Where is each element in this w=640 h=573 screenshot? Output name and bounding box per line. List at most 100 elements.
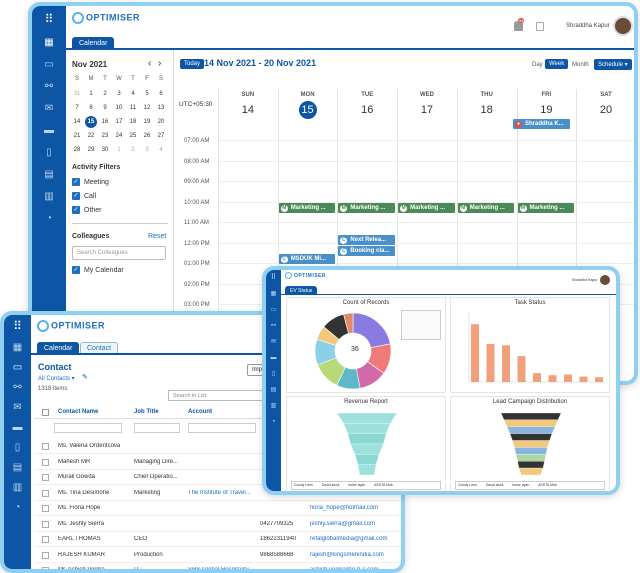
mini-calendar-day[interactable]: 14 bbox=[73, 119, 81, 125]
table-row[interactable]: EARL THOMAS CEO 18622311940 refalglobalmedi… bbox=[34, 532, 401, 547]
funnel-segment[interactable] bbox=[517, 461, 545, 469]
mini-calendar-day[interactable]: 4 bbox=[131, 91, 135, 97]
calendar-nav-icon[interactable]: ▦ bbox=[270, 291, 277, 297]
mail-icon[interactable]: ✉ bbox=[270, 339, 277, 345]
row-checkbox[interactable] bbox=[42, 551, 49, 559]
filter-meeting[interactable]: ✓ Meeting bbox=[72, 178, 109, 186]
calendar-nav-icon[interactable]: ▦ bbox=[12, 342, 23, 353]
mail-icon[interactable]: ✉ bbox=[44, 103, 54, 114]
row-checkbox[interactable] bbox=[42, 474, 49, 481]
funnel-segment[interactable] bbox=[350, 443, 384, 455]
contact-card-icon[interactable]: ▭ bbox=[44, 59, 54, 70]
user-name[interactable]: Shraddha Kapur bbox=[572, 278, 598, 282]
cell-email[interactable]: jeshly.sierra@gmail.com bbox=[310, 520, 375, 527]
schedule-button[interactable]: Schedule ▾ bbox=[594, 59, 632, 70]
reset-link[interactable]: Reset bbox=[148, 233, 167, 240]
clipboard-icon[interactable]: ▤ bbox=[12, 462, 23, 473]
table-row[interactable]: Murali Gowda Chief Operatio... bbox=[34, 470, 401, 485]
mini-calendar-day[interactable]: 1 bbox=[117, 147, 121, 153]
view-month-button[interactable]: Month bbox=[572, 62, 589, 68]
day-header-today[interactable]: 15 bbox=[298, 101, 317, 119]
bar[interactable] bbox=[486, 343, 495, 382]
mini-calendar-day[interactable]: 25 bbox=[129, 133, 137, 139]
day-header-number[interactable]: 18 bbox=[480, 104, 493, 116]
document-icon[interactable]: ▯ bbox=[46, 147, 52, 158]
checkbox-checked-icon[interactable]: ✓ bbox=[72, 206, 80, 214]
document-icon[interactable]: ▯ bbox=[271, 371, 276, 377]
bar[interactable] bbox=[471, 324, 479, 382]
mini-calendar-day[interactable]: 17 bbox=[115, 119, 123, 125]
report-icon[interactable]: ▥ bbox=[12, 482, 23, 493]
tab-calendar[interactable]: Calendar bbox=[37, 342, 80, 354]
row-checkbox[interactable] bbox=[42, 489, 49, 497]
cell-email[interactable]: fiona_hope@hotmail.com bbox=[310, 505, 379, 511]
mini-calendar-day[interactable]: 18 bbox=[129, 119, 137, 125]
view-day-button[interactable]: Day bbox=[532, 62, 543, 68]
search-list-input[interactable]: Search in List bbox=[168, 390, 264, 401]
tab-ev-status[interactable]: EV Status bbox=[285, 286, 318, 295]
tasks-icon[interactable] bbox=[536, 22, 544, 31]
clipboard-icon[interactable]: ▤ bbox=[270, 387, 277, 393]
mini-calendar-day[interactable]: 4 bbox=[159, 147, 163, 153]
day-header-number[interactable]: 17 bbox=[420, 104, 434, 116]
document-icon[interactable]: ▯ bbox=[14, 442, 21, 453]
table-row[interactable]: Ms. Jeshly Sierra 0427709325 jeshly.sierra… bbox=[34, 517, 401, 532]
cell-email[interactable]: ashish.verma@g-h-s.com bbox=[310, 567, 379, 573]
table-row[interactable]: Ms. Valeria Ordentcova bbox=[34, 439, 401, 454]
mail-icon[interactable]: ✉ bbox=[13, 402, 22, 413]
event-msduk[interactable]: C MSDUK Mi... bbox=[278, 254, 336, 264]
next-month-icon[interactable]: › bbox=[158, 58, 162, 69]
event-next-release[interactable]: C Next Relea... bbox=[338, 235, 396, 245]
funnel-segment[interactable] bbox=[357, 464, 377, 476]
mini-calendar-day-selected[interactable]: 15 bbox=[85, 116, 97, 128]
report-icon[interactable]: ▥ bbox=[270, 403, 277, 409]
table-row[interactable]: Mr. Ashish Verma IT SHS Global Hospitality… bbox=[34, 563, 401, 573]
funnel-segment[interactable] bbox=[518, 467, 544, 476]
funnel-segment[interactable] bbox=[503, 419, 559, 427]
mini-calendar-day[interactable]: 26 bbox=[143, 133, 151, 139]
table-row[interactable]: Ms. Fiona Hope fiona_hope@hotmail.com bbox=[34, 501, 401, 516]
mini-calendar-day[interactable]: 23 bbox=[101, 133, 109, 139]
mini-calendar-day[interactable]: 3 bbox=[117, 91, 121, 97]
cell-email[interactable]: refalglobalmedia@gmail.com bbox=[310, 536, 388, 542]
mini-calendar-day[interactable]: 30 bbox=[101, 147, 109, 153]
checkbox-checked-icon[interactable]: ✓ bbox=[72, 266, 80, 274]
bar[interactable] bbox=[533, 373, 541, 382]
funnel-segment[interactable] bbox=[514, 447, 548, 455]
pin-icon[interactable]: ✎ bbox=[82, 374, 88, 381]
avatar[interactable] bbox=[600, 275, 610, 285]
row-checkbox[interactable] bbox=[42, 458, 49, 466]
row-checkbox[interactable] bbox=[42, 536, 49, 543]
view-selector[interactable]: All Contacts ▾ bbox=[38, 376, 75, 382]
checkbox-checked-icon[interactable]: ✓ bbox=[72, 192, 80, 200]
folder-icon[interactable]: ▬ bbox=[12, 422, 23, 433]
funnel-segment[interactable] bbox=[500, 412, 562, 421]
mini-calendar-day[interactable]: 6 bbox=[159, 91, 163, 97]
event-marketing[interactable]: M Marketing ... bbox=[457, 203, 515, 213]
handshake-icon[interactable]: ⚯ bbox=[13, 382, 22, 393]
dashboard-gauge-icon[interactable]: ◔ bbox=[45, 213, 53, 224]
funnel-segment[interactable] bbox=[336, 412, 398, 424]
filter-other[interactable]: ✓ Other bbox=[72, 206, 102, 214]
filter-call[interactable]: ✓ Call bbox=[72, 192, 97, 200]
app-grid-icon[interactable]: ⠿ bbox=[270, 274, 277, 281]
tab-contact[interactable]: Contact bbox=[80, 342, 119, 354]
column-header[interactable]: Account bbox=[188, 409, 212, 415]
bar[interactable] bbox=[564, 374, 572, 382]
folder-icon[interactable]: ▬ bbox=[270, 355, 277, 361]
mini-calendar-day[interactable]: 13 bbox=[157, 105, 165, 111]
event-marketing[interactable]: M Marketing ... bbox=[517, 203, 575, 213]
contact-card-icon[interactable]: ▭ bbox=[270, 307, 277, 313]
mini-calendar-day[interactable]: 19 bbox=[143, 119, 151, 125]
mini-calendar-day[interactable]: 5 bbox=[145, 91, 149, 97]
search-colleagues-input[interactable]: Search Colleagues bbox=[72, 246, 166, 260]
bar[interactable] bbox=[595, 377, 603, 382]
day-header-number[interactable]: 19 bbox=[540, 104, 553, 116]
user-name[interactable]: Shraddha Kapur bbox=[566, 23, 610, 29]
view-week-button[interactable]: Week bbox=[545, 59, 569, 69]
mini-calendar-day[interactable]: 20 bbox=[157, 119, 165, 125]
column-header[interactable]: Contact Name bbox=[58, 409, 99, 415]
dashboard-gauge-icon[interactable]: ◔ bbox=[271, 419, 276, 425]
mini-calendar-day[interactable]: 24 bbox=[115, 133, 123, 139]
clipboard-icon[interactable]: ▤ bbox=[44, 169, 54, 180]
